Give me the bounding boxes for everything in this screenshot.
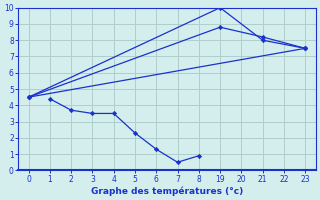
X-axis label: Graphe des températures (°c): Graphe des températures (°c) xyxy=(91,186,243,196)
